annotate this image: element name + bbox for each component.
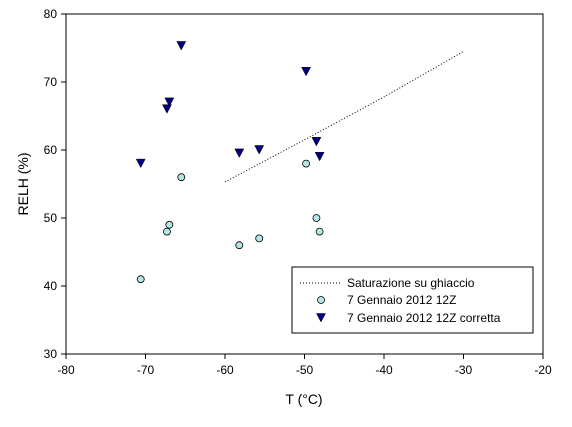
triangle-data-point: [176, 41, 187, 51]
legend-label-misura: 7 Gennaio 2012 12Z: [347, 293, 456, 307]
circle-data-point: [312, 214, 321, 222]
x-tick-label: -70: [137, 363, 155, 377]
triangle-data-point: [162, 104, 172, 114]
x-axis: -80 -70 -60 -50 -40 -30 -20: [57, 354, 552, 377]
x-axis-label: T (°C): [285, 391, 322, 407]
legend-box: [291, 266, 534, 334]
circle-data-point: [163, 227, 171, 236]
y-tick-label: 70: [44, 75, 58, 89]
circle-data-point: [177, 173, 186, 182]
legend-circle-marker: [317, 296, 325, 304]
triangle-data-point: [254, 145, 265, 155]
triangle-data-point: [164, 97, 175, 107]
circle-data-point: [235, 241, 244, 250]
legend: Saturazione su ghiaccio 7 Gennaio 2012 1…: [291, 266, 534, 334]
series-layer: [135, 41, 464, 284]
circle-data-point: [136, 275, 145, 284]
y-tick-label: 50: [44, 211, 58, 225]
triangle-data-point: [314, 152, 325, 162]
x-tick-label: -40: [375, 363, 393, 377]
circle-data-point: [315, 227, 324, 236]
y-axis-label: RELH (%): [15, 152, 31, 215]
circle-data-point: [255, 234, 264, 243]
y-tick-label: 30: [44, 347, 58, 361]
saturation-line: [224, 50, 464, 183]
legend-label-corretta: 7 Gennaio 2012 12Z corretta: [347, 311, 501, 325]
x-tick-label: -20: [534, 363, 552, 377]
y-tick-label: 80: [44, 7, 58, 21]
x-tick-label: -30: [455, 363, 473, 377]
triangle-data-point: [311, 137, 322, 147]
legend-label-saturazione: Saturazione su ghiaccio: [347, 276, 475, 290]
x-tick-label: -60: [216, 363, 234, 377]
y-axis: 30 40 50 60 70 80: [44, 7, 66, 361]
y-tick-label: 60: [44, 143, 58, 157]
circle-data-point: [165, 220, 174, 229]
triangle-data-point: [234, 148, 245, 158]
legend-triangle-marker: [316, 313, 326, 323]
triangle-data-point: [135, 158, 146, 169]
circle-data-point: [302, 159, 310, 168]
x-tick-label: -80: [57, 363, 75, 377]
x-tick-label: -50: [296, 363, 314, 377]
triangle-data-point: [301, 67, 312, 77]
y-tick-label: 40: [44, 279, 58, 293]
